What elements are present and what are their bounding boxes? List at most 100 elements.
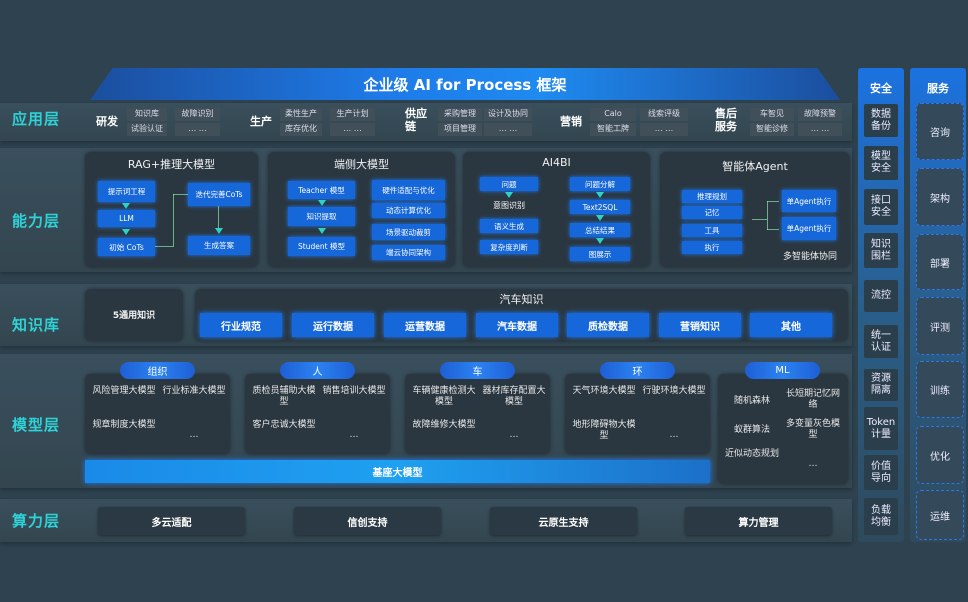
security-item[interactable]: 数据备份 (864, 104, 898, 137)
app-item[interactable]: … … (484, 123, 532, 136)
app-item[interactable]: … … (175, 123, 220, 136)
arrow-down-icon (318, 228, 326, 234)
app-item[interactable]: 项目管理 (438, 123, 482, 136)
agent-title: 智能体Agent (722, 160, 788, 173)
model-item: … (509, 430, 519, 440)
security-item[interactable]: 负载均衡 (864, 498, 898, 535)
model-panel (85, 374, 230, 454)
flow-box: 执行 (682, 241, 742, 254)
app-item[interactable]: 柔性生产 (280, 108, 322, 121)
app-item[interactable]: Calo (590, 108, 636, 121)
security-item[interactable]: 统一认证 (864, 325, 898, 358)
security-item[interactable]: Token计量 (864, 407, 898, 450)
model-item: 近似动态规划 (724, 449, 779, 459)
knowledge-item[interactable]: 其他 (750, 313, 832, 337)
model-item: 客户忠诚大模型 (252, 420, 316, 430)
app-item[interactable]: … … (330, 123, 375, 136)
flow-box: 工具 (682, 224, 742, 237)
compute-item[interactable]: 云原生支持 (490, 507, 637, 535)
layer-label-ability: 能力层 (12, 212, 61, 230)
app-item[interactable]: 智能工牌 (590, 123, 636, 136)
model-item: 行驶环境大模型 (642, 386, 706, 396)
app-item[interactable]: 故障识别 (175, 108, 220, 121)
flow-box: 场景驱动裁剪 (372, 224, 445, 240)
flow-box: 图展示 (570, 247, 630, 261)
flow-box: 动态计算优化 (372, 203, 445, 218)
security-item[interactable]: 知识围栏 (864, 233, 898, 268)
security-item[interactable]: 模型安全 (864, 146, 898, 180)
compute-item[interactable]: 算力管理 (685, 507, 832, 535)
knowledge-item[interactable]: 运营数据 (384, 313, 466, 337)
model-item: 销售培训大模型 (322, 386, 386, 396)
app-item[interactable]: 知识库 (127, 108, 167, 121)
arrow-down-icon (596, 192, 604, 198)
app-item[interactable]: 故障预警 (798, 108, 842, 121)
flow-box: 总结结果 (570, 223, 630, 237)
app-item[interactable]: 采购管理 (438, 108, 482, 121)
security-item[interactable]: 资源隔离 (864, 369, 898, 401)
model-item: 随机森林 (733, 396, 770, 406)
knowledge-item[interactable]: 汽车数据 (476, 313, 558, 337)
app-item[interactable]: 车智见 (750, 108, 794, 121)
connector-line (218, 206, 219, 228)
service-item[interactable]: 优化 (916, 426, 964, 484)
service-item[interactable]: 咨询 (916, 103, 964, 160)
compute-item[interactable]: 信创支持 (294, 507, 441, 535)
app-item[interactable]: … … (798, 123, 842, 136)
model-category-pill: 人 (280, 362, 355, 379)
model-item: 行业标准大模型 (162, 386, 226, 396)
service-item[interactable]: 部署 (916, 234, 964, 290)
model-item: 地形障碍物大模型 (572, 420, 636, 441)
knowledge-item[interactable]: 行业规范 (200, 313, 282, 337)
multi-agent-text: 多智能体协同 (782, 252, 837, 262)
security-title: 安全 (870, 82, 892, 95)
model-item: … (808, 459, 818, 469)
app-item[interactable]: 试验认证 (127, 123, 167, 136)
app-item[interactable]: 生产计划 (330, 108, 375, 121)
service-item[interactable]: 评测 (916, 297, 964, 355)
service-item[interactable]: 架构 (916, 168, 964, 226)
flow-box: Text2SQL (570, 200, 630, 214)
model-item: 车辆健康检测大模型 (412, 386, 476, 407)
model-item: … (189, 430, 199, 440)
service-item[interactable]: 运维 (916, 490, 964, 540)
model-panel (565, 374, 710, 454)
app-item[interactable]: 智能诊修 (750, 123, 794, 136)
layer-label-knowledge: 知识库 (12, 316, 61, 334)
knowledge-item[interactable]: 运行数据 (292, 313, 374, 337)
security-item[interactable]: 价值导向 (864, 455, 898, 490)
model-panel (245, 374, 390, 454)
connector-line (767, 201, 768, 230)
model-item: … (349, 430, 359, 440)
layer-label-model: 模型层 (12, 416, 61, 434)
rag-title: RAG+推理大模型 (127, 158, 216, 171)
flow-box: 问题分解 (570, 177, 630, 191)
connector-line (173, 194, 174, 247)
intent-text: 意图识别 (493, 201, 525, 210)
layer-label-compute: 算力层 (12, 512, 61, 530)
app-item[interactable]: 设计及协同 (484, 108, 532, 121)
arrow-down-icon (122, 229, 130, 235)
security-item[interactable]: 流控 (864, 280, 898, 312)
flow-box: 单Agent执行 (782, 190, 836, 212)
connector-line (767, 229, 779, 230)
app-item[interactable]: 库存优化 (280, 123, 322, 136)
app-group-label: 售后服务 (715, 107, 737, 133)
flow-box: 初始 CoTs (98, 238, 155, 256)
arrow-down-icon (122, 203, 130, 209)
model-item: 风险管理大模型 (92, 386, 156, 396)
security-item[interactable]: 接口安全 (864, 189, 898, 225)
model-item: 器材库存配置大模型 (482, 386, 546, 407)
app-item[interactable]: 线索评级 (640, 108, 688, 121)
knowledge-item[interactable]: 质检数据 (567, 313, 649, 337)
flow-box: Teacher 模型 (288, 181, 355, 199)
service-item[interactable]: 训练 (916, 361, 964, 418)
arrow-down-icon (596, 215, 604, 221)
compute-item[interactable]: 多云适配 (98, 507, 245, 535)
app-item[interactable]: … … (640, 123, 688, 136)
edge-title: 端侧大模型 (334, 158, 389, 171)
model-item: … (669, 430, 679, 440)
arrow-down-icon (215, 228, 223, 234)
general-knowledge-panel (85, 289, 183, 341)
knowledge-item[interactable]: 营销知识 (659, 313, 741, 337)
